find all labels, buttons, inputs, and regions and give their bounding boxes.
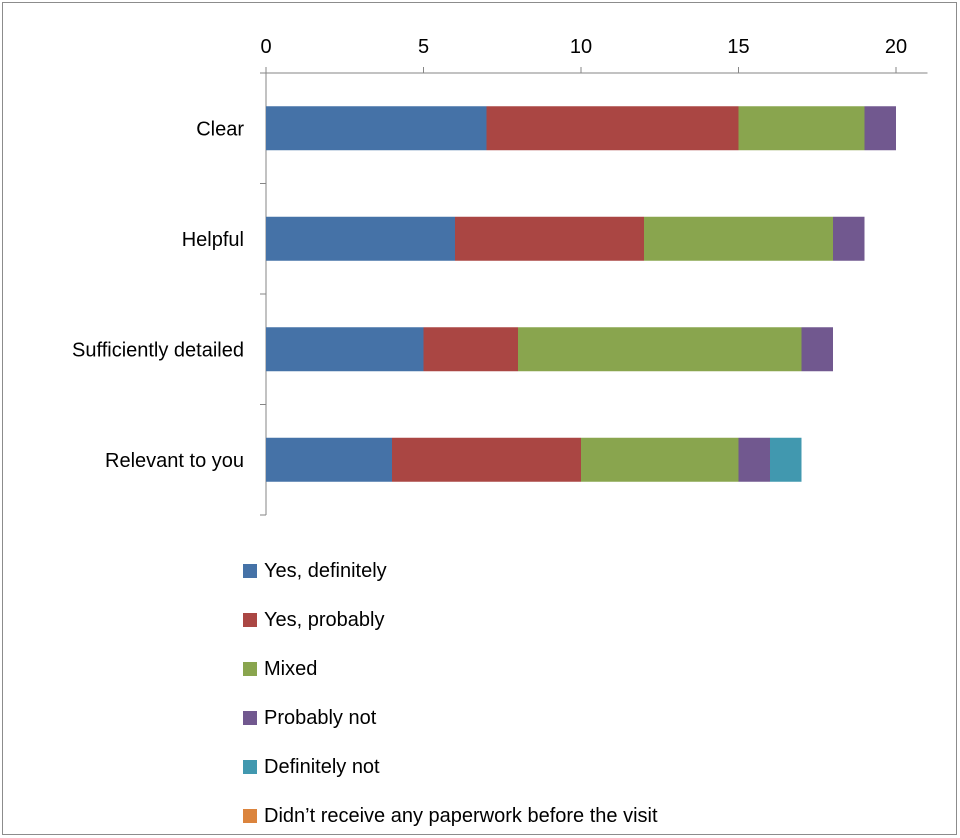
legend-item: Didn’t receive any paperwork before the …	[243, 804, 658, 828]
category-label: Helpful	[182, 229, 244, 251]
bar-segment	[266, 216, 455, 261]
bar-segment	[455, 216, 644, 261]
bar-segment	[423, 327, 518, 372]
category-label: Relevant to you	[105, 450, 244, 472]
bar-segment	[801, 327, 833, 372]
legend-swatch	[243, 809, 257, 823]
legend-item: Yes, probably	[243, 608, 384, 632]
x-tick-label: 20	[885, 36, 907, 58]
legend-swatch	[243, 613, 257, 627]
legend-item: Yes, definitely	[243, 559, 387, 583]
legend-label: Yes, definitely	[264, 559, 387, 582]
legend-item: Probably not	[243, 706, 376, 730]
bar-segment	[392, 437, 581, 482]
bar-segment	[864, 106, 896, 151]
bar-segment	[738, 437, 770, 482]
legend-label: Yes, probably	[264, 608, 385, 631]
legend-swatch	[243, 662, 257, 676]
legend-label: Didn’t receive any paperwork before the …	[264, 804, 658, 827]
x-tick-label: 5	[418, 36, 429, 58]
legend-label: Mixed	[264, 657, 318, 680]
legend-swatch	[243, 711, 257, 725]
legend-label: Probably not	[264, 706, 377, 729]
bar-segment	[486, 106, 739, 151]
legend-swatch	[243, 760, 257, 774]
stacked-bar-chart: 0 5 10 15 20 Clear Helpful Sufficiently detaile…	[72, 36, 928, 516]
x-tick-label: 10	[570, 36, 592, 58]
bar-segment	[581, 437, 739, 482]
legend-item: Mixed	[243, 657, 317, 681]
bar-segment	[738, 106, 865, 151]
bar-segment	[266, 106, 487, 151]
legend-item: Definitely not	[243, 755, 380, 779]
bar-segment	[770, 437, 802, 482]
legend-swatch	[243, 564, 257, 578]
bar-segment	[833, 216, 865, 261]
category-label: Clear	[196, 118, 244, 140]
x-tick-label: 0	[260, 36, 271, 58]
category-label: Sufficiently detailed	[72, 339, 244, 361]
bar-segment	[266, 437, 392, 482]
x-tick-label: 15	[727, 36, 749, 58]
legend-label: Definitely not	[264, 755, 380, 778]
bar-segment	[644, 216, 833, 261]
bar-segment	[266, 327, 424, 372]
bar-segment	[518, 327, 802, 372]
